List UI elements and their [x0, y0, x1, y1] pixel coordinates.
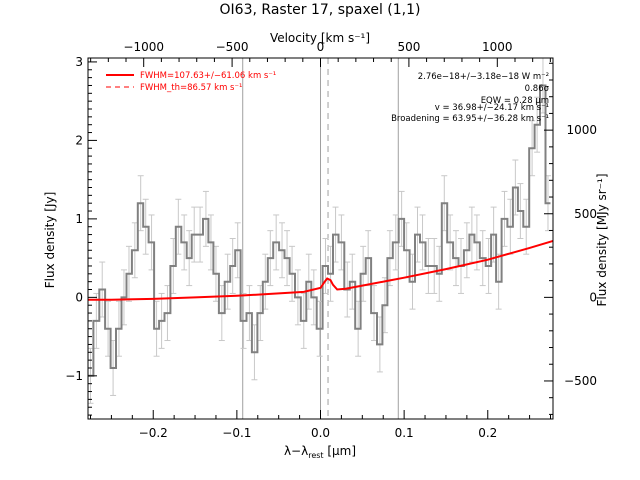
x2-tick-label: 1000 [482, 40, 513, 54]
y2-tick-label: 0 [589, 290, 597, 304]
y2-tick-label: 500 [574, 207, 597, 221]
x-axis-title: λ−λrest [μm] [284, 444, 356, 460]
legend-item-fwhm-th: FWHM_th=86.57 km s⁻¹ [140, 83, 242, 93]
x-tick-label: −0.2 [139, 426, 168, 440]
y2-tick-label: −500 [564, 374, 597, 388]
axis-ticks [88, 58, 553, 419]
annotation-line-flux: 2.76e−18+/−3.18e−18 W m⁻² [418, 72, 549, 82]
y-tick-label: 1 [75, 212, 83, 226]
x2-tick-label: 0 [317, 40, 325, 54]
annotation-significance: 0.86σ [525, 84, 550, 94]
annotation-eqw: EQW = 0.28 μm [481, 96, 549, 106]
plot-frame [87, 57, 554, 420]
y-tick-label: 2 [75, 133, 83, 147]
x-tick-label: −0.1 [222, 426, 251, 440]
y2-tick-label: 1000 [566, 123, 597, 137]
x2-tick-label: 500 [397, 40, 420, 54]
y2-axis-title: Flux density [MJy sr⁻¹] [595, 173, 609, 306]
x2-tick-label: −500 [216, 40, 249, 54]
series-lines [88, 84, 554, 377]
legend-item-fwhm: FWHM=107.63+/−61.06 km s⁻¹ [140, 71, 276, 81]
fit-line [88, 239, 554, 301]
y-axis-title: Flux density [Jy] [43, 192, 57, 289]
y-tick-label: −1 [65, 369, 83, 383]
annotation-velocity: v = 36.98+/−24.17 km s⁻¹ [435, 103, 549, 113]
y-tick-label: 0 [75, 290, 83, 304]
x2-axis-title: Velocity [km s⁻¹] [270, 31, 370, 45]
guide-lines [242, 58, 399, 419]
x2-tick-label: −1000 [123, 40, 164, 54]
annotation-broadening: Broadening = 63.95+/−36.28 km s⁻¹ [391, 114, 549, 124]
x-tick-label: 0.0 [311, 426, 330, 440]
y-tick-label: 3 [75, 55, 83, 69]
chart-title: OI63, Raster 17, spaxel (1,1) [220, 2, 421, 18]
x-tick-label: 0.1 [395, 426, 414, 440]
tick-labels: −0.2 −0.1 0.0 0.1 0.2 −1000 −500 0 500 1000 −1 0 1 2 3… [65, 40, 597, 440]
legend: FWHM=107.63+/−61.06 km s⁻¹ FWHM_th=86.57… [106, 71, 276, 93]
spectrum-step-line [88, 84, 551, 377]
x-tick-label: 0.2 [478, 426, 497, 440]
fit-annotations: 2.76e−18+/−3.18e−18 W m⁻² 0.86σ EQW = 0.… [391, 72, 550, 124]
